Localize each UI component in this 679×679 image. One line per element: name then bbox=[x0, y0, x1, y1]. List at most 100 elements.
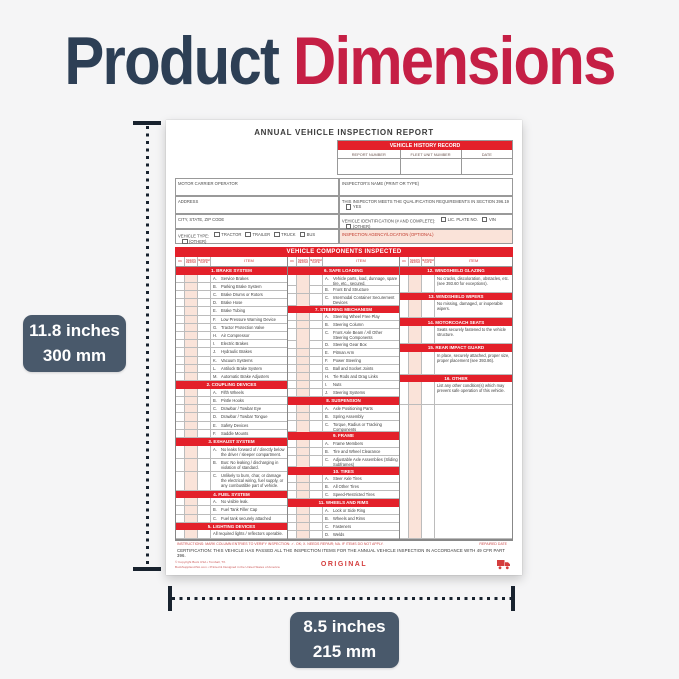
needs-repair-cell[interactable] bbox=[185, 458, 198, 472]
repaired-date-cell[interactable] bbox=[198, 282, 211, 290]
needs-repair-cell[interactable] bbox=[185, 421, 198, 429]
checkbox-option[interactable]: BUS bbox=[299, 231, 315, 238]
ok-cell[interactable] bbox=[288, 388, 297, 397]
repaired-date-cell[interactable] bbox=[310, 530, 323, 538]
repaired-date-cell[interactable] bbox=[198, 372, 211, 381]
checkbox-option[interactable]: LIC. PLATE NO. bbox=[440, 216, 478, 223]
repaired-date-cell[interactable] bbox=[310, 364, 323, 373]
ok-cell[interactable] bbox=[176, 429, 185, 437]
checkbox-icon[interactable] bbox=[245, 231, 251, 238]
ok-cell[interactable] bbox=[176, 498, 185, 506]
repaired-date-cell[interactable] bbox=[422, 325, 435, 344]
city-state-zip-field[interactable]: CITY, STATE, ZIP CODE bbox=[175, 214, 339, 230]
checkbox-option[interactable]: (OTHER) bbox=[345, 223, 370, 230]
needs-repair-cell[interactable] bbox=[185, 323, 198, 331]
needs-repair-cell[interactable] bbox=[185, 274, 198, 282]
ok-cell[interactable] bbox=[176, 348, 185, 356]
repaired-date-cell[interactable] bbox=[198, 530, 211, 538]
repaired-date-cell[interactable] bbox=[422, 274, 435, 292]
repaired-date-cell[interactable] bbox=[310, 274, 323, 287]
needs-repair-cell[interactable] bbox=[185, 331, 198, 340]
ok-cell[interactable] bbox=[288, 404, 297, 412]
needs-repair-cell[interactable] bbox=[297, 490, 310, 499]
ok-cell[interactable] bbox=[288, 447, 297, 455]
ok-cell[interactable] bbox=[288, 348, 297, 357]
ok-cell[interactable] bbox=[176, 413, 185, 421]
ok-cell[interactable] bbox=[288, 514, 297, 522]
checkbox-icon[interactable] bbox=[299, 231, 306, 238]
repaired-date-cell[interactable] bbox=[422, 351, 435, 374]
ok-cell[interactable] bbox=[288, 530, 297, 538]
needs-repair-cell[interactable] bbox=[185, 514, 198, 522]
ok-cell[interactable] bbox=[288, 274, 297, 287]
needs-repair-cell[interactable] bbox=[185, 340, 198, 348]
repaired-date-cell[interactable] bbox=[198, 356, 211, 364]
ok-cell[interactable] bbox=[176, 405, 185, 413]
needs-repair-cell[interactable] bbox=[297, 404, 310, 412]
ok-cell[interactable] bbox=[176, 340, 185, 348]
ok-cell[interactable] bbox=[288, 286, 297, 294]
repaired-date-cell[interactable] bbox=[198, 364, 211, 372]
ok-cell[interactable] bbox=[176, 282, 185, 290]
address-field[interactable]: ADDRESS bbox=[175, 196, 339, 215]
inspector-name-field[interactable]: INSPECTOR'S NAME (PRINT OR TYPE) bbox=[338, 178, 513, 197]
ok-cell[interactable] bbox=[176, 299, 185, 307]
needs-repair-cell[interactable] bbox=[297, 388, 310, 397]
needs-repair-cell[interactable] bbox=[185, 405, 198, 413]
ok-cell[interactable] bbox=[288, 321, 297, 329]
repaired-date-cell[interactable] bbox=[310, 313, 323, 321]
checkbox-option[interactable]: TRUCK bbox=[274, 231, 296, 238]
needs-repair-cell[interactable] bbox=[185, 364, 198, 372]
ok-cell[interactable] bbox=[176, 323, 185, 331]
repaired-date-cell[interactable] bbox=[198, 348, 211, 356]
ok-cell[interactable] bbox=[176, 372, 185, 381]
ok-cell[interactable] bbox=[288, 380, 297, 389]
needs-repair-cell[interactable] bbox=[297, 321, 310, 329]
repaired-date-cell[interactable] bbox=[310, 321, 323, 329]
repaired-date-cell[interactable] bbox=[310, 474, 323, 483]
needs-repair-cell[interactable] bbox=[297, 412, 310, 420]
needs-repair-cell[interactable] bbox=[297, 313, 310, 321]
repaired-date-cell[interactable] bbox=[310, 412, 323, 420]
repaired-date-cell[interactable] bbox=[422, 382, 435, 405]
repaired-date-cell[interactable] bbox=[310, 447, 323, 455]
repaired-date-cell[interactable] bbox=[198, 396, 211, 405]
inspection-agency-field[interactable]: INSPECTION AGENCY/LOCATION (OPTIONAL) bbox=[338, 229, 513, 245]
repaired-date-cell[interactable] bbox=[198, 498, 211, 506]
repaired-date-cell[interactable] bbox=[198, 331, 211, 340]
ok-cell[interactable] bbox=[176, 506, 185, 514]
report-number-field[interactable] bbox=[338, 159, 401, 175]
needs-repair-cell[interactable] bbox=[185, 315, 198, 323]
needs-repair-cell[interactable] bbox=[185, 290, 198, 299]
repaired-date-cell[interactable] bbox=[310, 286, 323, 294]
repaired-date-cell[interactable] bbox=[310, 348, 323, 357]
repaired-date-cell[interactable] bbox=[198, 514, 211, 522]
repaired-date-cell[interactable] bbox=[198, 340, 211, 348]
ok-cell[interactable] bbox=[400, 274, 409, 292]
checkbox-icon[interactable] bbox=[481, 216, 488, 223]
needs-repair-cell[interactable] bbox=[297, 329, 310, 342]
ok-cell[interactable] bbox=[176, 331, 185, 340]
repaired-date-cell[interactable] bbox=[310, 439, 323, 447]
checkbox-icon[interactable] bbox=[214, 231, 220, 238]
checkbox-icon[interactable] bbox=[274, 231, 280, 238]
needs-repair-cell[interactable] bbox=[409, 405, 422, 538]
needs-repair-cell[interactable] bbox=[297, 340, 310, 349]
needs-repair-cell[interactable] bbox=[297, 380, 310, 389]
repaired-date-cell[interactable] bbox=[310, 506, 323, 514]
ok-cell[interactable] bbox=[176, 396, 185, 405]
repaired-date-cell[interactable] bbox=[198, 388, 211, 396]
needs-repair-cell[interactable] bbox=[409, 300, 422, 318]
needs-repair-cell[interactable] bbox=[297, 286, 310, 294]
needs-repair-cell[interactable] bbox=[185, 530, 198, 538]
needs-repair-cell[interactable] bbox=[297, 522, 310, 530]
repaired-date-cell[interactable] bbox=[198, 445, 211, 458]
needs-repair-cell[interactable] bbox=[185, 307, 198, 315]
ok-cell[interactable] bbox=[288, 412, 297, 420]
repaired-date-cell[interactable] bbox=[310, 514, 323, 522]
repaired-date-cell[interactable] bbox=[422, 405, 435, 538]
ok-cell[interactable] bbox=[176, 421, 185, 429]
ok-cell[interactable] bbox=[176, 388, 185, 396]
needs-repair-cell[interactable] bbox=[297, 274, 310, 287]
needs-repair-cell[interactable] bbox=[297, 474, 310, 483]
